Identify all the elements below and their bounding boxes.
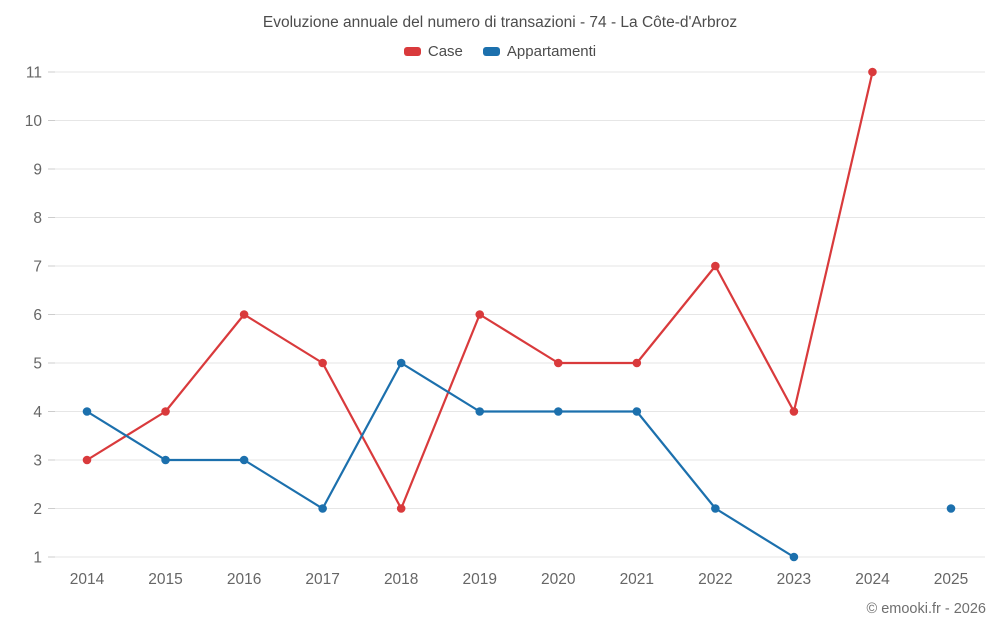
y-axis-label: 7	[33, 259, 42, 276]
y-axis-label: 3	[33, 453, 42, 470]
y-axis-label: 4	[33, 404, 42, 421]
data-point-case-2016[interactable]	[239, 310, 249, 319]
data-point-case-2018[interactable]	[396, 504, 406, 513]
data-point-case-2023[interactable]	[789, 407, 799, 416]
data-point-case-2022[interactable]	[711, 261, 720, 271]
y-axis-label: 1	[33, 550, 42, 567]
chart-legend: Case Appartamenti	[0, 43, 1000, 60]
data-point-appartamenti-2021[interactable]	[632, 407, 642, 416]
data-point-case-2021[interactable]	[632, 358, 642, 368]
y-axis-label: 11	[26, 65, 42, 82]
data-point-appartamenti-2019[interactable]	[475, 407, 485, 416]
data-point-appartamenti-2025[interactable]	[946, 504, 956, 513]
legend-label-case: Case	[427, 43, 463, 60]
y-axis-label: 8	[33, 210, 42, 227]
data-point-case-2024[interactable]	[868, 67, 877, 77]
copyright-footer: © emooki.fr - 2026	[866, 601, 986, 617]
appartamenti-series-swatch-icon	[482, 47, 500, 56]
x-axis-label: 2015	[148, 571, 182, 588]
chart-title: Evoluzione annuale del numero di transaz…	[262, 14, 738, 31]
x-axis-label: 2024	[855, 571, 890, 588]
series-line-case	[85, 70, 874, 510]
data-point-appartamenti-2016[interactable]	[239, 455, 249, 465]
x-axis-label: 2017	[305, 571, 339, 588]
data-point-appartamenti-2015[interactable]	[161, 455, 170, 465]
data-point-appartamenti-2018[interactable]	[396, 358, 406, 368]
legend-item-case[interactable]: Case	[403, 43, 463, 60]
data-point-case-2019[interactable]	[475, 310, 485, 319]
y-axis-label: 9	[33, 162, 42, 179]
legend-label-appartamenti: Appartamenti	[506, 43, 597, 60]
y-axis-label: 10	[25, 113, 43, 130]
y-axis-label: 2	[33, 501, 42, 518]
x-axis-label: 2020	[541, 571, 576, 588]
y-axis-label: 6	[33, 307, 42, 324]
data-point-appartamenti-2017[interactable]	[318, 504, 327, 513]
x-axis-label: 2014	[70, 571, 105, 588]
data-point-case-2014[interactable]	[82, 455, 92, 465]
data-point-appartamenti-2022[interactable]	[711, 504, 720, 513]
x-axis-label: 2019	[462, 571, 496, 588]
x-axis-label: 2025	[934, 571, 968, 588]
data-point-case-2020[interactable]	[553, 358, 563, 368]
x-axis-label: 2022	[698, 571, 732, 588]
data-point-case-2017[interactable]	[318, 358, 327, 368]
data-point-appartamenti-2014[interactable]	[82, 407, 92, 416]
legend-item-appartamenti[interactable]: Appartamenti	[482, 43, 597, 60]
x-axis-label: 2023	[777, 571, 811, 588]
data-point-appartamenti-2023[interactable]	[789, 552, 799, 562]
x-axis-label: 2018	[384, 571, 418, 588]
y-axis-label: 5	[33, 356, 42, 373]
x-axis-label: 2021	[620, 571, 654, 588]
data-point-case-2015[interactable]	[161, 407, 170, 416]
x-axis-label: 2016	[227, 571, 261, 588]
case-series-swatch-icon	[403, 47, 421, 56]
data-point-appartamenti-2020[interactable]	[553, 407, 563, 416]
